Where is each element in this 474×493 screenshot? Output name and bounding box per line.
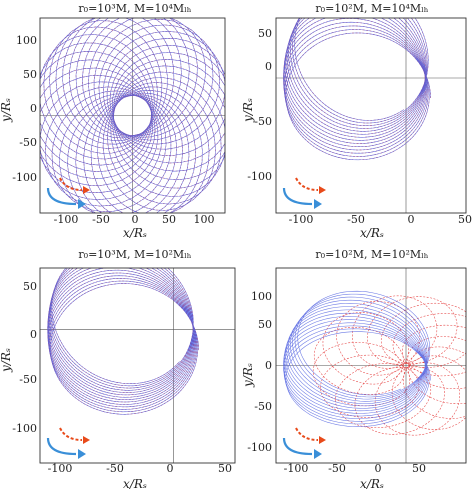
x-tick-label: -50 [106, 462, 124, 475]
y-axis-label: y/Rₛ [0, 348, 13, 373]
orbit-series-solid [47, 268, 199, 415]
blue-arrowhead [314, 199, 322, 209]
y-tick-label: 0 [30, 102, 37, 115]
orbit-series-dashed [47, 268, 199, 415]
x-tick-label: 0 [375, 462, 382, 475]
y-tick-label: 100 [16, 34, 37, 47]
red-direction-arrow [295, 177, 319, 191]
y-axis-label: y/Rₛ [241, 98, 255, 123]
y-axis-label: y/Rₛ [0, 98, 13, 123]
blue-arrowhead [78, 449, 86, 459]
x-tick-label: -100 [284, 462, 309, 475]
x-tick-label: 0 [132, 213, 139, 226]
panel-top-right: r₀=10²M, M=10⁴Mₗₕ x/Rₛ y/Rₛ -100 -50 0 5… [241, 2, 472, 240]
orbit-series-dashed [312, 295, 466, 436]
panel-title: r₀=10³M, M=10⁴Mₗₕ [78, 2, 191, 15]
blue-arrowhead [78, 199, 86, 209]
y-tick-label: 0 [265, 359, 272, 372]
x-tick-label: -100 [54, 213, 79, 226]
red-arrowhead [319, 186, 326, 194]
x-tick-label: 50 [218, 462, 232, 475]
y-tick-label: -100 [12, 422, 37, 435]
y-tick-label: -100 [247, 170, 272, 183]
plot-frame-border [39, 17, 226, 214]
red-arrowhead [319, 436, 326, 444]
y-tick-label: -50 [254, 115, 272, 128]
y-tick-label: 50 [258, 318, 272, 331]
x-tick-label: 100 [194, 213, 215, 226]
red-direction-arrow [59, 177, 83, 191]
series-group [47, 268, 199, 415]
y-tick-label: 100 [251, 290, 272, 303]
series-group [283, 290, 466, 436]
y-tick-label: -50 [254, 400, 272, 413]
y-tick-label: -100 [247, 441, 272, 454]
x-tick-label: -100 [48, 462, 73, 475]
x-tick-label: 50 [162, 213, 176, 226]
red-arrowhead [83, 436, 90, 444]
blue-direction-arrow [46, 437, 77, 456]
y-tick-label: -50 [19, 373, 37, 386]
y-tick-label: -100 [12, 171, 37, 184]
series-group [40, 18, 225, 213]
plot-area [39, 17, 226, 214]
panel-top-left: r₀=10³M, M=10⁴Mₗₕ x/Rₛ y/Rₛ -100 -50 0 5… [0, 2, 226, 240]
plot-frame-border [39, 267, 236, 464]
panel-bottom-right: r₀=10²M, M=10²Mₗₕ x/Rₛ y/Rₛ -100 -50 0 5… [241, 248, 467, 491]
blue-arrowhead [314, 449, 322, 459]
x-tick-label: -100 [289, 213, 314, 226]
y-axis-label: y/Rₛ [241, 363, 255, 388]
plot-frame-border [275, 17, 467, 214]
orbit-series-solid [283, 18, 431, 161]
y-tick-label: 50 [258, 27, 272, 40]
y-tick-label: 0 [30, 328, 37, 341]
blue-direction-arrow [282, 187, 313, 206]
x-axis-label: x/Rₛ [360, 226, 384, 240]
red-arrowhead [83, 186, 90, 194]
x-axis-label: x/Rₛ [123, 477, 147, 491]
y-tick-label: 0 [265, 60, 272, 73]
plot-frame-border [275, 267, 467, 464]
panel-title: r₀=10²M, M=10²Mₗₕ [315, 248, 428, 261]
y-tick-label: -50 [19, 136, 37, 149]
series-group [283, 18, 431, 161]
orbit-series-solid [40, 18, 225, 213]
blue-direction-arrow [46, 187, 77, 206]
x-tick-label: 0 [408, 213, 415, 226]
red-direction-arrow [295, 427, 319, 441]
x-tick-label: -50 [328, 462, 346, 475]
x-tick-label: -50 [92, 213, 110, 226]
x-tick-label: 50 [412, 462, 426, 475]
x-tick-label: 0 [167, 462, 174, 475]
plot-area [39, 267, 236, 464]
panel-bottom-left: r₀=10³M, M=10²Mₗₕ x/Rₛ y/Rₛ -100 -50 0 5… [0, 248, 236, 491]
y-tick-label: 50 [23, 68, 37, 81]
orbit-series-solid [283, 290, 431, 427]
panel-title: r₀=10³M, M=10²Mₗₕ [78, 248, 191, 261]
x-tick-label: 50 [458, 213, 472, 226]
red-direction-arrow [59, 427, 83, 441]
blue-direction-arrow [282, 437, 313, 456]
x-axis-label: x/Rₛ [123, 226, 147, 240]
plot-area [275, 267, 467, 464]
panel-title: r₀=10²M, M=10⁴Mₗₕ [315, 2, 428, 15]
x-tick-label: -50 [347, 213, 365, 226]
plot-area [275, 17, 467, 214]
x-axis-label: x/Rₛ [360, 477, 384, 491]
y-tick-label: 50 [23, 280, 37, 293]
